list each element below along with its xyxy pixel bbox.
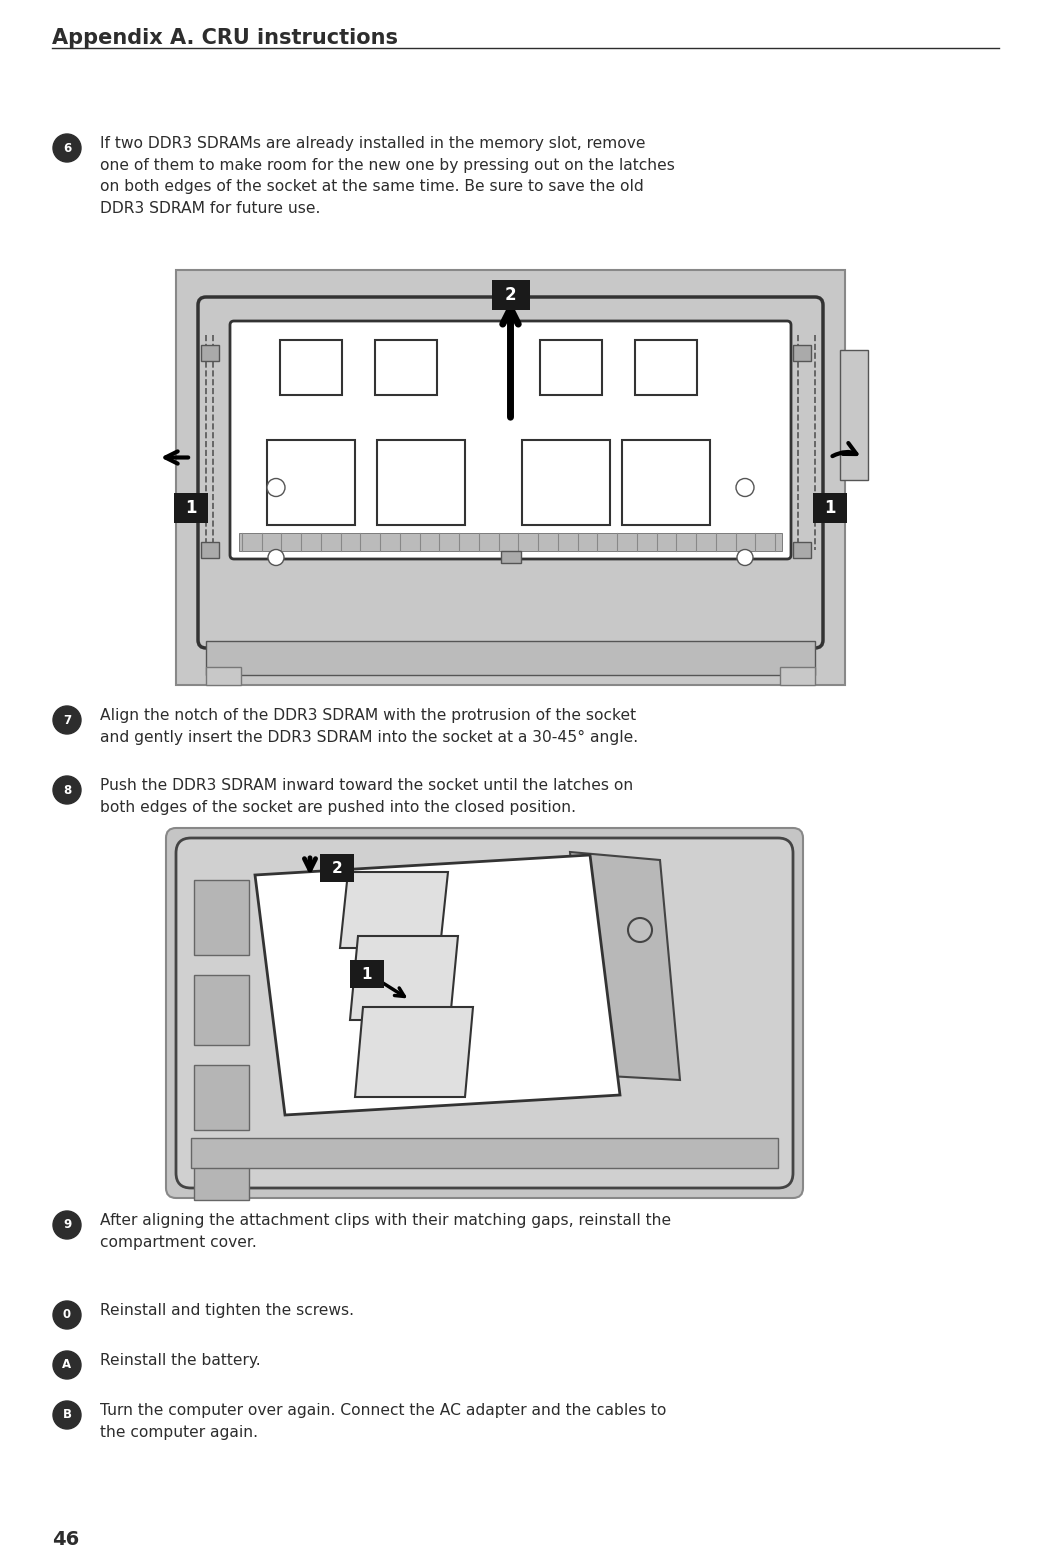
- Bar: [206, 667, 241, 684]
- Bar: [239, 533, 782, 550]
- Text: Reinstall the battery.: Reinstall the battery.: [100, 1353, 261, 1367]
- Bar: [794, 543, 811, 558]
- Circle shape: [736, 479, 754, 496]
- Bar: [539, 340, 601, 394]
- Circle shape: [53, 1402, 81, 1430]
- Text: A: A: [62, 1358, 71, 1372]
- Text: Push the DDR3 SDRAM inward toward the socket until the latches on
both edges of : Push the DDR3 SDRAM inward toward the so…: [100, 778, 634, 815]
- Bar: [521, 440, 610, 525]
- Bar: [194, 1065, 249, 1130]
- Text: Appendix A. CRU instructions: Appendix A. CRU instructions: [51, 28, 398, 48]
- Bar: [267, 440, 354, 525]
- Bar: [206, 641, 815, 675]
- Circle shape: [53, 134, 81, 162]
- Text: 2: 2: [504, 285, 516, 304]
- Bar: [492, 281, 530, 310]
- Bar: [635, 340, 697, 394]
- Circle shape: [53, 1352, 81, 1380]
- Circle shape: [53, 1302, 81, 1328]
- FancyBboxPatch shape: [198, 298, 823, 649]
- Text: 6: 6: [63, 142, 71, 154]
- Bar: [176, 270, 845, 684]
- Circle shape: [53, 776, 81, 804]
- Text: 2: 2: [332, 861, 343, 876]
- Circle shape: [268, 549, 284, 566]
- Bar: [350, 960, 384, 988]
- Text: 8: 8: [63, 784, 71, 797]
- Bar: [374, 340, 436, 394]
- Bar: [376, 440, 465, 525]
- Text: 7: 7: [63, 714, 71, 726]
- Bar: [194, 974, 249, 1045]
- Bar: [621, 440, 709, 525]
- Text: Align the notch of the DDR3 SDRAM with the protrusion of the socket
and gently i: Align the notch of the DDR3 SDRAM with t…: [100, 708, 638, 745]
- Bar: [840, 351, 868, 480]
- Text: 46: 46: [51, 1529, 79, 1550]
- Circle shape: [53, 706, 81, 734]
- FancyBboxPatch shape: [166, 828, 803, 1197]
- Bar: [201, 543, 219, 558]
- Bar: [191, 1138, 778, 1168]
- Polygon shape: [341, 871, 448, 948]
- Circle shape: [737, 549, 753, 566]
- Bar: [280, 340, 342, 394]
- Bar: [194, 1151, 249, 1200]
- Circle shape: [53, 1211, 81, 1239]
- Bar: [500, 550, 520, 563]
- FancyBboxPatch shape: [176, 839, 794, 1188]
- Polygon shape: [255, 854, 620, 1115]
- Circle shape: [628, 918, 652, 942]
- Circle shape: [267, 479, 285, 496]
- Bar: [194, 879, 249, 956]
- Text: 1: 1: [362, 967, 372, 982]
- Polygon shape: [570, 853, 680, 1080]
- Text: 0: 0: [63, 1308, 71, 1322]
- Text: After aligning the attachment clips with their matching gaps, reinstall the
comp: After aligning the attachment clips with…: [100, 1213, 672, 1250]
- Text: If two DDR3 SDRAMs are already installed in the memory slot, remove
one of them : If two DDR3 SDRAMs are already installed…: [100, 136, 675, 215]
- Bar: [174, 493, 208, 522]
- Polygon shape: [355, 1007, 473, 1098]
- Polygon shape: [350, 935, 458, 1020]
- Text: 1: 1: [824, 499, 836, 516]
- Bar: [320, 854, 354, 882]
- Text: 9: 9: [63, 1219, 71, 1232]
- Text: B: B: [62, 1408, 71, 1422]
- Bar: [813, 493, 847, 522]
- Text: Reinstall and tighten the screws.: Reinstall and tighten the screws.: [100, 1303, 354, 1317]
- Bar: [201, 345, 219, 362]
- Text: 1: 1: [185, 499, 197, 516]
- FancyBboxPatch shape: [230, 321, 791, 560]
- Bar: [794, 345, 811, 362]
- Text: Turn the computer over again. Connect the AC adapter and the cables to
the compu: Turn the computer over again. Connect th…: [100, 1403, 666, 1439]
- Bar: [780, 667, 815, 684]
